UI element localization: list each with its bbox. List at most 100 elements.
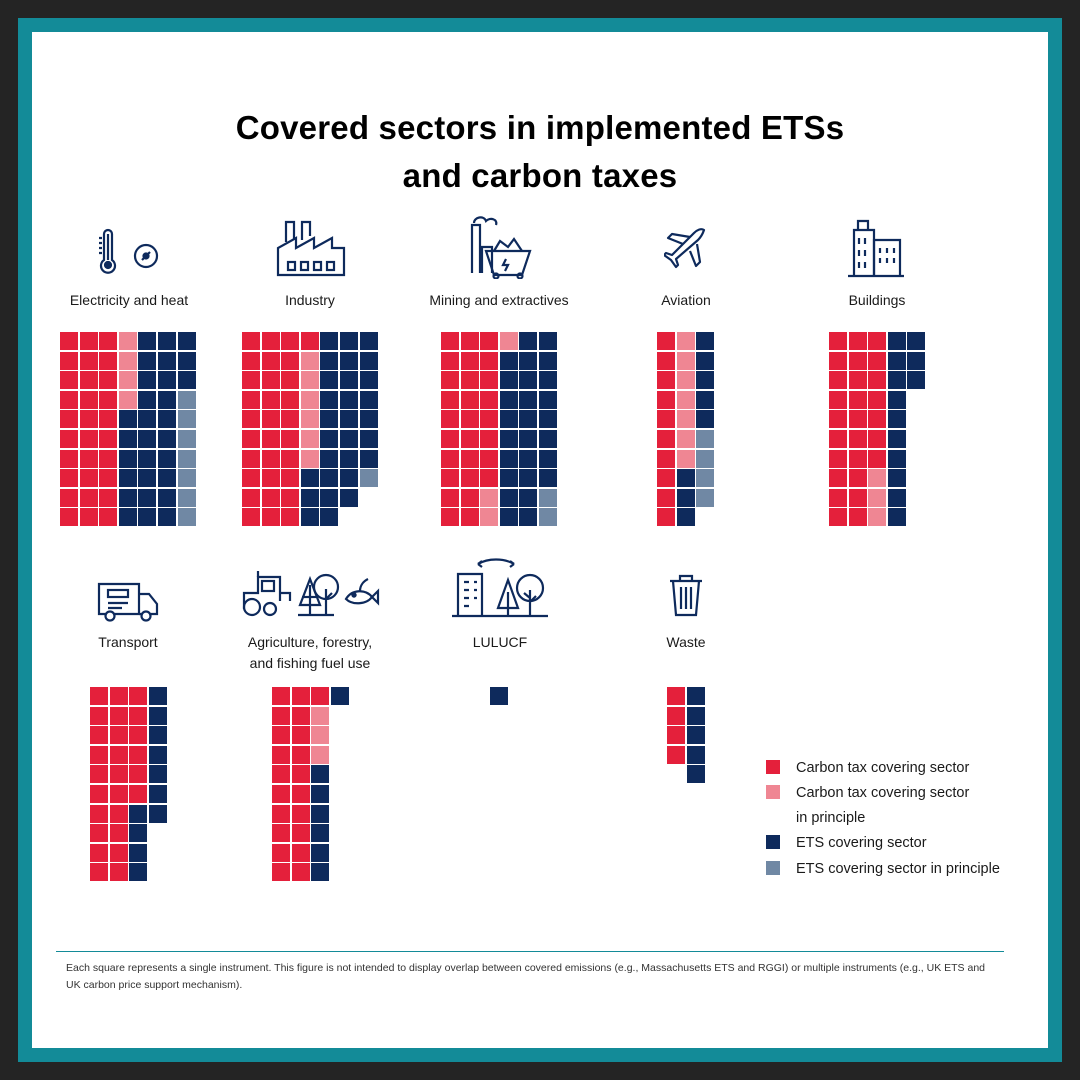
waffle-cell-waste-ets (686, 726, 705, 745)
waffle-cell-industry-carbon-tax-principle (300, 410, 319, 429)
waffle-cell-industry-carbon-tax (261, 390, 280, 409)
waffle-cell-industry-ets (320, 469, 339, 488)
waffle-cell-transport-carbon-tax (90, 863, 108, 882)
waffle-cell-buildings-carbon-tax (829, 469, 847, 488)
waffle-cell-industry-carbon-tax-principle (300, 371, 319, 390)
waffle-cell-aviation-carbon-tax-principle (676, 430, 695, 448)
waffle-cell-electricity-carbon-tax (60, 488, 78, 507)
waffle-cell-buildings-carbon-tax (848, 410, 867, 429)
waffle-cell-aviation-ets (676, 508, 695, 527)
waffle-cell-industry-ets (359, 371, 378, 390)
waffle-cell-industry-ets (320, 410, 339, 429)
waffle-cell-transport-carbon-tax (90, 785, 108, 803)
chart-title-line2: and carbon taxes (402, 157, 678, 194)
waffle-cell-agriculture-ets (311, 765, 330, 784)
waffle-cell-buildings-ets (887, 488, 906, 507)
waffle-cell-electricity-ets (138, 390, 157, 409)
waffle-cell-mining-ets (519, 410, 538, 429)
waffle-cell-aviation-carbon-tax (657, 371, 675, 390)
waffle-cell-mining-ets (499, 469, 518, 488)
waffle-cell-electricity-ets (138, 351, 157, 370)
waffle-cell-transport-ets (148, 745, 167, 764)
waffle-cell-agriculture-carbon-tax-principle (311, 706, 330, 725)
waffle-cell-electricity-ets (158, 449, 176, 468)
waffle-cell-industry-carbon-tax (281, 351, 300, 370)
waffle-cell-buildings-carbon-tax-principle (868, 508, 887, 527)
waffle-cell-industry-ets (320, 508, 339, 527)
waffle-cell-aviation-carbon-tax (657, 469, 675, 488)
waffle-cell-industry-carbon-tax (242, 390, 260, 409)
waffle-cell-agriculture-carbon-tax (291, 726, 310, 745)
waffle-cell-mining-carbon-tax (480, 351, 499, 370)
waffle-cell-transport-carbon-tax (129, 765, 148, 784)
waffle-cell-industry-carbon-tax (261, 410, 280, 429)
waffle-cell-electricity-carbon-tax (99, 449, 118, 468)
waffle-cell-agriculture-carbon-tax (291, 824, 310, 843)
waffle-cell-industry-ets (359, 332, 378, 350)
waffle-cell-aviation-carbon-tax-principle (676, 449, 695, 468)
waffle-cell-lulucf-ets (490, 687, 508, 705)
waffle-cell-industry-carbon-tax (281, 508, 300, 527)
waffle-cell-industry-ets (359, 449, 378, 468)
waffle-cell-electricity-ets (177, 332, 196, 350)
waffle-cell-mining-ets (499, 508, 518, 527)
waffle-cell-buildings-carbon-tax (848, 351, 867, 370)
waffle-cell-mining-carbon-tax (480, 390, 499, 409)
waffle-cell-mining-carbon-tax-principle (499, 332, 518, 350)
waffle-cell-mining-carbon-tax (441, 430, 459, 448)
waffle-cell-electricity-ets (177, 371, 196, 390)
waffle-cell-mining-carbon-tax-principle (480, 508, 499, 527)
waffle-cell-transport-ets (129, 863, 148, 882)
waffle-cell-industry-carbon-tax (300, 332, 319, 350)
waffle-cell-agriculture-carbon-tax (291, 804, 310, 823)
thermometer-gauge-icon (99, 228, 159, 274)
waffle-cell-buildings-carbon-tax (829, 410, 847, 429)
waffle-cell-industry-ets (320, 332, 339, 350)
tractor-tree-fish-icon (242, 571, 380, 617)
waffle-cell-buildings-ets (887, 332, 906, 350)
waffle-cell-agriculture-carbon-tax (291, 765, 310, 784)
waffle-cell-mining-ets (539, 351, 557, 370)
waffle-cell-industry-ets (340, 332, 358, 350)
legend-label-carbon-tax-principle-line1: Carbon tax covering sector (796, 785, 970, 801)
waffle-cell-electricity-carbon-tax (79, 508, 98, 527)
waffle-cell-industry-carbon-tax (242, 508, 260, 527)
waffle-cell-buildings-carbon-tax-principle (868, 488, 887, 507)
waffle-cell-industry-carbon-tax (242, 351, 260, 370)
waffle-cell-mining-ets (499, 390, 518, 409)
waffle-cell-agriculture-carbon-tax (272, 863, 290, 882)
waffle-cell-agriculture-carbon-tax (291, 785, 310, 803)
waffle-cell-mining-ets (539, 390, 557, 409)
waffle-cell-mining-ets-principle (539, 488, 557, 507)
waffle-cell-electricity-ets (158, 371, 176, 390)
waffle-cell-mining-carbon-tax (480, 469, 499, 488)
legend-swatch-carbon-tax-principle (766, 785, 780, 799)
waffle-cell-agriculture-carbon-tax (291, 843, 310, 862)
waffle-cell-aviation-carbon-tax (657, 351, 675, 370)
waffle-cell-mining-ets (539, 449, 557, 468)
waffle-cell-buildings-carbon-tax (829, 449, 847, 468)
waffle-cell-agriculture-carbon-tax (272, 726, 290, 745)
waffle-cell-transport-carbon-tax (129, 726, 148, 745)
waffle-cell-electricity-carbon-tax-principle (118, 351, 137, 370)
waffle-cell-industry-carbon-tax (242, 469, 260, 488)
waffle-cell-industry-ets (320, 449, 339, 468)
waffle-cell-mining-carbon-tax (441, 390, 459, 409)
waffle-cell-industry-carbon-tax (261, 371, 280, 390)
waffle-cell-mining-ets (519, 508, 538, 527)
waffle-cell-waste-carbon-tax (667, 745, 685, 764)
sector-label-agriculture-line2: and fishing fuel use (249, 655, 371, 671)
waffle-cell-electricity-carbon-tax (99, 390, 118, 409)
waffle-cell-transport-carbon-tax (109, 726, 128, 745)
waffle-cell-mining-ets (499, 371, 518, 390)
waffle-cell-electricity-carbon-tax (79, 332, 98, 350)
waffle-cell-electricity-carbon-tax (79, 371, 98, 390)
waffle-cell-industry-carbon-tax (242, 430, 260, 448)
waffle-cell-aviation-carbon-tax (657, 430, 675, 448)
waffle-cell-industry-ets (320, 390, 339, 409)
footnote-divider (56, 951, 1004, 952)
waffle-cell-agriculture-carbon-tax (311, 687, 330, 705)
waffle-cell-mining-carbon-tax (460, 449, 479, 468)
waffle-cell-aviation-ets (696, 351, 715, 370)
waffle-cell-buildings-ets (887, 508, 906, 527)
